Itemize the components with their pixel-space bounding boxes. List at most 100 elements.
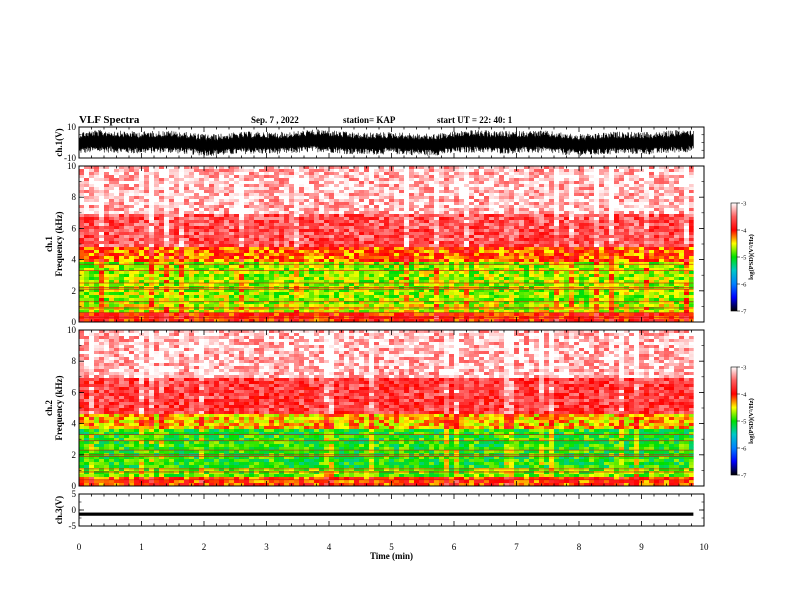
spectrogram-cell [224, 259, 229, 262]
spectrogram-cell [504, 244, 509, 247]
spectrogram-cell [419, 169, 424, 172]
spectrogram-cell [224, 247, 229, 250]
spectrogram-cell [119, 223, 124, 226]
spectrogram-cell [174, 271, 179, 274]
spectrogram-cell [124, 229, 129, 232]
spectrogram-cell [329, 172, 334, 175]
spectrogram-cell [79, 253, 84, 256]
spectrogram-cell [99, 250, 104, 253]
spectrogram-cell [474, 277, 479, 280]
spectrogram-cell [169, 199, 174, 202]
spectrogram-cell [334, 298, 339, 301]
spectrogram-cell [539, 229, 544, 232]
spectrogram-cell [244, 277, 249, 280]
spectrogram-cell [524, 223, 529, 226]
spectrogram-cell [374, 217, 379, 220]
spectrogram-cell [379, 184, 384, 187]
spectrogram-cell [484, 298, 489, 301]
spectrogram-cell [239, 295, 244, 298]
spectrogram-cell [169, 202, 174, 205]
spectrogram-cell [539, 253, 544, 256]
spectrogram-cell [254, 202, 259, 205]
spectrogram-cell [369, 253, 374, 256]
spectrogram-cell [529, 181, 534, 184]
spectrogram-cell [454, 250, 459, 253]
spectrogram-cell [269, 241, 274, 244]
spectrogram-cell [134, 235, 139, 238]
spectrogram-cell [144, 181, 149, 184]
spectrogram-cells-1 [79, 166, 694, 322]
spectrogram-cell [399, 226, 404, 229]
spectrogram-cell [294, 187, 299, 190]
spectrogram-cell [519, 217, 524, 220]
spectrogram-cell [99, 175, 104, 178]
spectrogram-cell [204, 220, 209, 223]
spectrogram-cell [539, 202, 544, 205]
spectrogram-cell [144, 250, 149, 253]
spectrogram-cell [269, 247, 274, 250]
spectrogram-cell [419, 205, 424, 208]
spectrogram-cell [404, 247, 409, 250]
spectrogram-cell [269, 265, 274, 268]
spectrogram-cell [114, 247, 119, 250]
spectrogram-cell [524, 295, 529, 298]
spectrogram-cell [234, 265, 239, 268]
spectrogram-cell [89, 226, 94, 229]
spectrogram-cell [214, 196, 219, 199]
spectrogram-cell [434, 295, 439, 298]
spectrogram-cell [394, 223, 399, 226]
spectrogram-cell [289, 313, 294, 316]
spectrogram-cell [484, 292, 489, 295]
spectrogram-cell [89, 193, 94, 196]
spectrogram-cell [394, 247, 399, 250]
spectrogram-cell [474, 247, 479, 250]
spectrogram-cell [354, 184, 359, 187]
spectrogram-cell [324, 199, 329, 202]
spectrogram-cell [99, 226, 104, 229]
spectrogram-cell [114, 277, 119, 280]
spectrogram-cell [179, 184, 184, 187]
spectrogram-cell [94, 292, 99, 295]
spectrogram-cell [279, 181, 284, 184]
spectrogram-cell [104, 211, 109, 214]
spectrogram-cell [469, 223, 474, 226]
spectrogram-cell [339, 229, 344, 232]
spectrogram-cell [119, 172, 124, 175]
spectrogram-cell [494, 298, 499, 301]
spectrogram-cell [544, 262, 549, 265]
y-axis-label: ch.1(V) [54, 128, 64, 156]
spectrogram-cell [489, 205, 494, 208]
spectrogram-cell [279, 304, 284, 307]
spectrogram-cell [299, 223, 304, 226]
spectrogram-cell [359, 229, 364, 232]
spectrogram-cell [339, 214, 344, 217]
spectrogram-cell [139, 271, 144, 274]
spectrogram-cell [354, 277, 359, 280]
spectrogram-cell [249, 214, 254, 217]
spectrogram-cell [104, 226, 109, 229]
spectrogram-cell [369, 232, 374, 235]
spectrogram-cell [434, 244, 439, 247]
spectrogram-cell [449, 244, 454, 247]
spectrogram-cell [289, 295, 294, 298]
spectrogram-cell [329, 256, 334, 259]
spectrogram-cell [504, 217, 509, 220]
spectrogram-cell [494, 244, 499, 247]
spectrogram-cell [319, 193, 324, 196]
spectrogram-cell [84, 250, 89, 253]
spectrogram-cell [219, 265, 224, 268]
spectrogram-cell [319, 259, 324, 262]
spectrogram-cell [214, 223, 219, 226]
spectrogram-cell [274, 208, 279, 211]
spectrogram-cell [144, 229, 149, 232]
spectrogram-cell [214, 241, 219, 244]
spectrogram-cell [229, 295, 234, 298]
spectrogram-cell [129, 175, 134, 178]
spectrogram-cell [279, 226, 284, 229]
spectrogram-cell [349, 205, 354, 208]
spectrogram-cell [439, 172, 444, 175]
spectrogram-cell [259, 199, 264, 202]
spectrogram-cell [529, 241, 534, 244]
spectrogram-cell [259, 211, 264, 214]
spectrogram-cell [514, 175, 519, 178]
